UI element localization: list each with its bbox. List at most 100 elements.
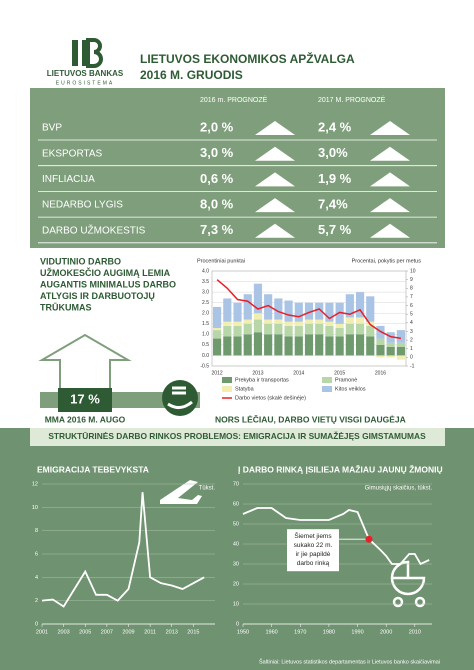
forecast-value: 3,0 % xyxy=(200,145,234,160)
legend-label: Pramonė xyxy=(335,377,357,383)
forecast-value: 8,0 % xyxy=(200,197,234,212)
bar-segment xyxy=(315,334,324,356)
bar-segment xyxy=(386,332,395,343)
trend-triangle xyxy=(370,172,410,187)
y2-tick-label: 5 xyxy=(410,312,413,318)
bar-segment xyxy=(223,336,232,356)
line xyxy=(216,279,402,340)
section-title: STRUKTŪRINĖS DARBO RINKOS PROBLEMOS: EMI… xyxy=(48,430,426,441)
bar-segment xyxy=(304,319,314,324)
y-tick-label: 30 xyxy=(233,561,239,567)
y-tick-label: 1.5 xyxy=(202,321,209,327)
mma-value: 17 % xyxy=(70,391,100,406)
legend-swatch xyxy=(322,377,332,383)
x-tick-label: 2010 xyxy=(409,629,421,635)
forecast-value: 0,6 % xyxy=(200,171,234,186)
row-label: DARBO UŽMOKESTIS xyxy=(42,223,146,236)
legend-label: Kitos veiklos xyxy=(335,386,366,392)
jobs-caption: NORS LĖČIAU, DARBO VIETŲ VISGI DAUGĖJA xyxy=(215,413,406,424)
x-tick-label: 2012 xyxy=(212,370,223,376)
chart-title: EMIGRACIJA TEBEVYKSTA xyxy=(37,464,149,474)
x-tick-label: 2005 xyxy=(79,629,91,635)
headline-line: TRŪKUMAS xyxy=(40,302,92,312)
y2-tick-label: 8 xyxy=(410,286,413,292)
y-tick-label: 3.5 xyxy=(202,279,209,285)
bar-segment xyxy=(243,323,252,335)
mma-caption: MMA 2016 M. AUGO xyxy=(45,414,126,424)
forecast-value: 3,0% xyxy=(318,145,348,160)
bar-segment xyxy=(233,321,242,326)
bar-segment xyxy=(233,302,242,322)
trend-triangle xyxy=(370,223,410,238)
y-tick-label: 1.0 xyxy=(202,332,209,338)
annotation-box xyxy=(287,529,339,572)
bar-segment xyxy=(264,323,273,335)
bar-segment xyxy=(345,334,354,356)
headline-line: ATLYGIS IR DARBUOTOJŲ xyxy=(40,291,155,301)
bar-segment xyxy=(396,330,405,343)
plane-icon xyxy=(160,480,202,504)
y2-axis-label: Procentai, pokytis per metus xyxy=(352,258,422,264)
bar-segment xyxy=(315,319,324,324)
lower-panel xyxy=(0,428,474,670)
legend-swatch xyxy=(222,386,232,392)
x-tick-label: 2014 xyxy=(293,370,304,376)
x-tick-label: 2016 xyxy=(375,370,386,376)
y-tick-label: 12 xyxy=(32,481,38,487)
y-tick-label: 4 xyxy=(35,575,38,581)
trend-triangle xyxy=(255,172,295,187)
trend-triangle xyxy=(370,198,410,213)
bar-segment xyxy=(325,325,334,337)
row-label: BVP xyxy=(42,123,62,134)
x-tick-label: 1960 xyxy=(266,629,278,635)
y-tick-label: 70 xyxy=(233,481,239,487)
row-label: EKSPORTAS xyxy=(42,148,103,159)
unit-label: Tūkst. xyxy=(199,486,216,492)
y-tick-label: 50 xyxy=(233,521,239,527)
x-tick-label: 2015 xyxy=(334,370,345,376)
annotation-text: sukako 22 m. xyxy=(294,542,333,549)
column-header: 2016 m. PROGNOZĖ xyxy=(200,95,268,104)
annotation-text: Šiemet jiems xyxy=(294,531,332,540)
bar-segment xyxy=(294,325,303,337)
x-tick-label: 2011 xyxy=(144,629,156,635)
bar-segment xyxy=(345,323,354,335)
forecast-value: 7,3 % xyxy=(200,222,234,237)
bar-segment xyxy=(386,355,395,358)
y-tick-label: 6 xyxy=(35,551,38,557)
legend-label: Prekyba ir transportas xyxy=(235,377,289,383)
forecast-table: 2016 m. PROGNOZĖ 2017 M. PROGNOZĖ BVP 2,0 %… xyxy=(38,95,437,244)
bar-segment xyxy=(243,334,252,356)
bar-segment xyxy=(396,347,405,356)
bar-segment xyxy=(253,313,263,320)
y-axis-label: Procentiniai punktai xyxy=(197,258,245,264)
x-tick-label: 1980 xyxy=(323,629,335,635)
y-tick-label: 10 xyxy=(233,601,239,607)
y-tick-label: 60 xyxy=(233,501,239,507)
bar-segment xyxy=(386,347,395,356)
y-tick-label: 2.5 xyxy=(202,300,209,306)
y2-tick-label: 10 xyxy=(410,268,416,274)
trend-triangle xyxy=(255,121,295,135)
bar-segment xyxy=(213,338,222,356)
y2-tick-label: 4 xyxy=(410,320,413,326)
y-tick-label: 8 xyxy=(35,528,38,534)
x-tick-label: 2013 xyxy=(166,629,178,635)
bar-segment xyxy=(315,302,324,320)
bar-segment xyxy=(366,296,375,322)
y-tick-label: 40 xyxy=(233,541,239,547)
bar-segment xyxy=(223,325,232,337)
line xyxy=(41,492,205,608)
bar-segment xyxy=(355,334,365,356)
bank-name: LIETUVOS BANKAS xyxy=(47,69,124,78)
bar-segment xyxy=(274,319,283,324)
bar-segment xyxy=(284,300,293,322)
bar-segment xyxy=(376,355,385,358)
y-tick-label: 4.0 xyxy=(202,268,209,274)
bar-segment xyxy=(366,325,375,337)
bar-segment xyxy=(386,342,395,347)
headline-line: AUGANTIS MINIMALUS DARBO xyxy=(40,279,176,289)
bar-segment xyxy=(213,306,222,328)
bar-segment xyxy=(325,302,334,322)
